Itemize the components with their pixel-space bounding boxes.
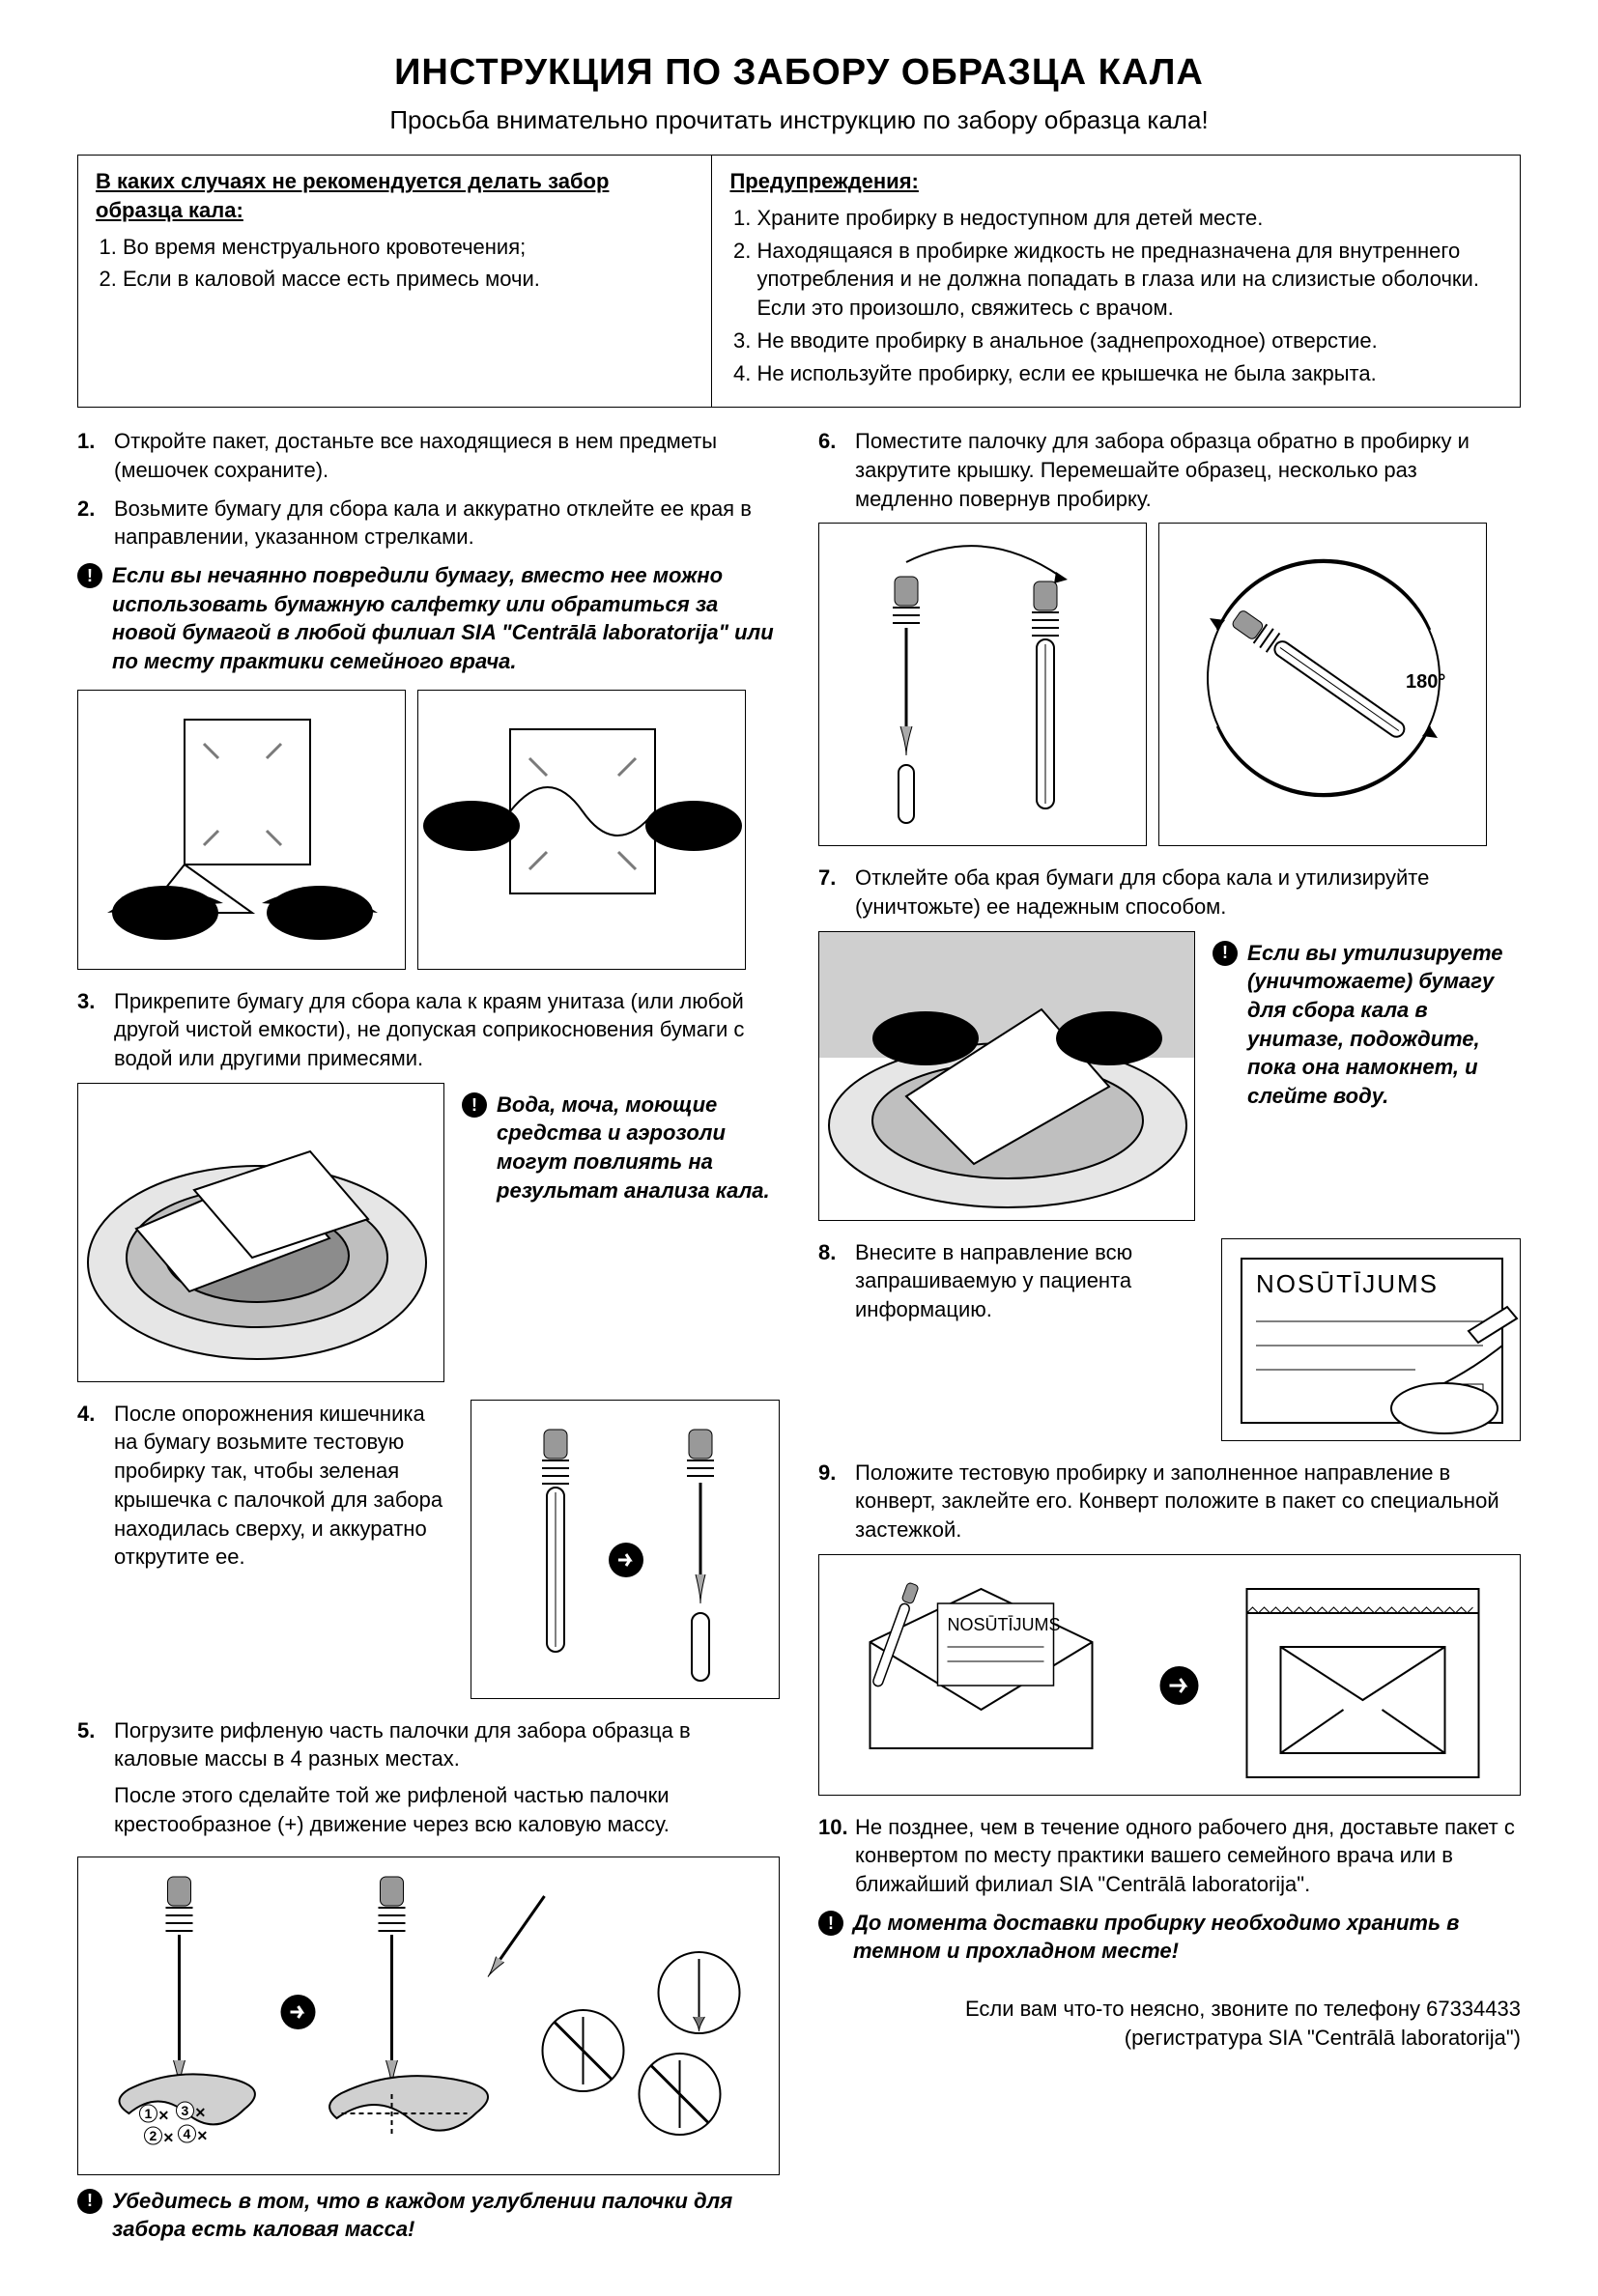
figure-step-3	[77, 1083, 444, 1382]
figure-step-5: 1✕ 2✕ 3✕ 4✕	[77, 1857, 780, 2175]
left-column: 1. Откройте пакет, достаньте все находящ…	[77, 427, 780, 2257]
warning-icon: !	[77, 2189, 102, 2214]
step-number: 1.	[77, 427, 114, 484]
warning-icon: !	[77, 563, 102, 588]
warning-icon: !	[462, 1092, 487, 1118]
not-recommended-item: Во время менструального кровотечения;	[123, 233, 694, 262]
svg-text:3: 3	[182, 2103, 189, 2118]
form-label: NOSŪTĪJUMS	[1256, 1269, 1439, 1298]
step-3-text: Прикрепите бумагу для сбора кала к краям…	[114, 987, 780, 1073]
page-subtitle: Просьба внимательно прочитать инструкцию…	[77, 103, 1521, 137]
precautions-heading: Предупреждения:	[729, 167, 1502, 196]
warning-icon: !	[1213, 941, 1238, 966]
step-2-text: Возьмите бумагу для сбора кала и аккурат…	[114, 495, 780, 552]
not-recommended-section: В каких случаях не рекомендуется делать …	[78, 156, 712, 407]
warnings-box: В каких случаях не рекомендуется делать …	[77, 155, 1521, 408]
step-4-text: После опорожнения кишечника на бумагу во…	[114, 1400, 453, 1572]
step-10-text: Не позднее, чем в течение одного рабочег…	[855, 1813, 1521, 1899]
step-number: 9.	[818, 1459, 855, 1545]
step-8-text: Внесите в направление всю запрашиваемую …	[855, 1238, 1204, 1324]
step-2-warning-text: Если вы нечаянно повредили бумагу, вмест…	[112, 561, 780, 676]
step-number: 5.	[77, 1716, 114, 1847]
precaution-item: Не используйте пробирку, если ее крышечк…	[756, 359, 1502, 388]
step-number: 3.	[77, 987, 114, 1073]
precaution-item: Храните пробирку в недоступном для детей…	[756, 204, 1502, 233]
svg-text:✕: ✕	[158, 2108, 170, 2123]
svg-text:4: 4	[184, 2126, 191, 2141]
step-5-warning-text: Убедитесь в том, что в каждом углублении…	[112, 2187, 780, 2244]
step-number: 6.	[818, 427, 855, 513]
figure-step-6a	[818, 523, 1147, 846]
svg-text:✕: ✕	[163, 2130, 175, 2145]
figure-step-6b: 180°	[1158, 523, 1487, 846]
step-5-text: Погрузите рифленую часть палочки для заб…	[114, 1716, 780, 1847]
step-5-warning: ! Убедитесь в том, что в каждом углублен…	[77, 2187, 780, 2244]
figure-step-9: NOSŪTĪJUMS	[818, 1554, 1521, 1796]
not-recommended-item: Если в каловой массе есть примесь мочи.	[123, 265, 694, 294]
precaution-item: Находящаяся в пробирке жидкость не предн…	[756, 237, 1502, 323]
step-9-text: Положите тестовую пробирку и заполненное…	[855, 1459, 1521, 1545]
right-column: 6. Поместите палочку для забора образца …	[818, 427, 1521, 2257]
precautions-section: Предупреждения: Храните пробирку в недос…	[712, 156, 1520, 407]
svg-text:2: 2	[150, 2128, 157, 2143]
figure-step-7	[818, 931, 1195, 1221]
contact-line-1: Если вам что-то неясно, звоните по телеф…	[818, 1995, 1521, 2024]
form-label-small: NOSŪTĪJUMS	[948, 1615, 1061, 1634]
step-3-warning-text: Вода, моча, моющие средства и аэрозоли м…	[497, 1091, 780, 1205]
svg-text:1: 1	[145, 2106, 153, 2121]
step-number: 8.	[818, 1238, 855, 1324]
contact-info: Если вам что-то неясно, звоните по телеф…	[818, 1995, 1521, 2052]
step-7-text: Отклейте оба края бумаги для сбора кала …	[855, 864, 1521, 921]
svg-text:✕: ✕	[195, 2105, 207, 2120]
step-number: 4.	[77, 1400, 114, 1572]
figure-step-4	[471, 1400, 780, 1699]
step-number: 10.	[818, 1813, 855, 1899]
figure-step-2a	[77, 690, 406, 970]
svg-text:✕: ✕	[197, 2128, 209, 2143]
figure-step-2b	[417, 690, 746, 970]
contact-line-2: (регистратура SIA "Centrālā laboratorija…	[818, 2024, 1521, 2053]
step-number: 7.	[818, 864, 855, 921]
step-1-text: Откройте пакет, достаньте все находящиес…	[114, 427, 780, 484]
step-10-warning-text: До момента доставки пробирку необходимо …	[853, 1909, 1521, 1966]
step-number: 2.	[77, 495, 114, 552]
page-title: ИНСТРУКЦИЯ ПО ЗАБОРУ ОБРАЗЦА КАЛА	[77, 48, 1521, 98]
step-2-warning: ! Если вы нечаянно повредили бумагу, вме…	[77, 561, 780, 676]
step-7-warning-text: Если вы утилизируете (уничтожаете) бумаг…	[1247, 939, 1521, 1111]
rotation-label: 180°	[1406, 671, 1445, 693]
step-6-text: Поместите палочку для забора образца обр…	[855, 427, 1521, 513]
figure-step-8: NOSŪTĪJUMS	[1221, 1238, 1521, 1441]
warning-icon: !	[818, 1911, 843, 1936]
step-10-warning: ! До момента доставки пробирку необходим…	[818, 1909, 1521, 1966]
not-recommended-heading: В каких случаях не рекомендуется делать …	[96, 167, 694, 224]
precaution-item: Не вводите пробирку в анальное (заднепро…	[756, 326, 1502, 355]
